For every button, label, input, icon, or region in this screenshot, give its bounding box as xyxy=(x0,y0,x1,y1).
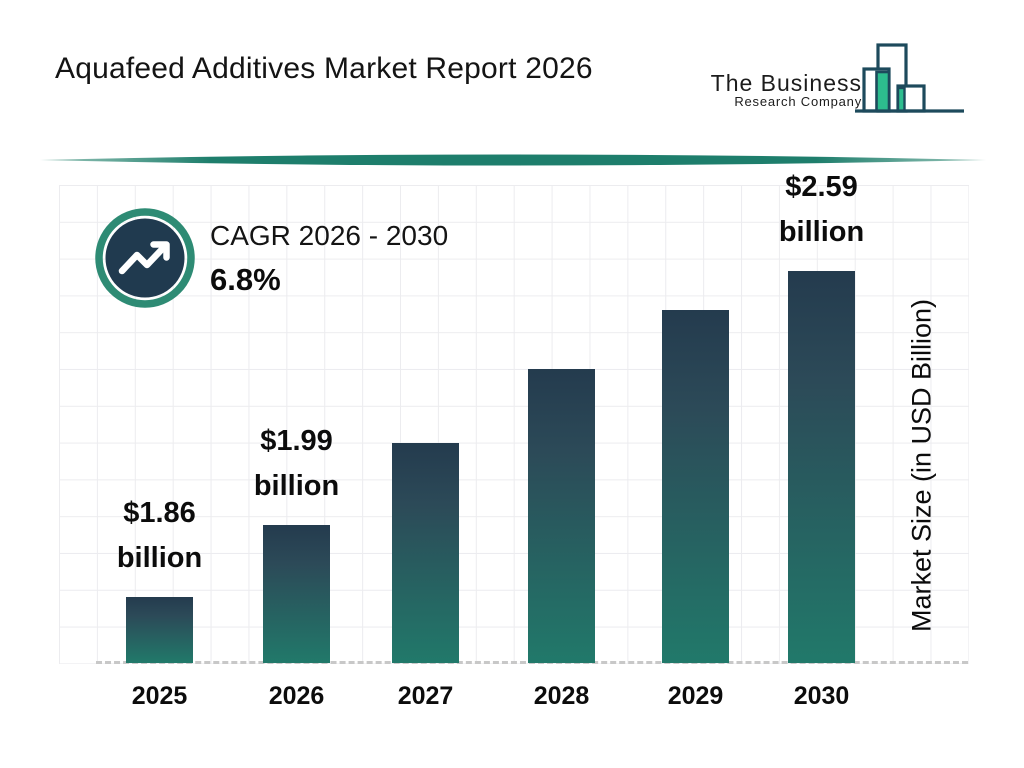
cagr-period-label: CAGR 2026 - 2030 xyxy=(210,220,449,251)
value-label-2030: $2.59 billion xyxy=(778,171,865,248)
trend-up-arrow-icon xyxy=(118,241,170,275)
x-axis-label-2025: 2025 xyxy=(131,682,188,710)
value-label-2025: $1.86 billion xyxy=(116,497,203,574)
value-label-2026: $1.99 billion xyxy=(253,425,340,502)
bar-2026 xyxy=(263,525,330,663)
company-logo-bars-icon xyxy=(855,43,964,113)
teal-divider xyxy=(40,154,986,166)
x-axis-label-2027: 2027 xyxy=(397,682,454,710)
bar-2030 xyxy=(788,271,855,663)
logo-text-the-business: The Business xyxy=(710,70,862,96)
x-axis-label-2028: 2028 xyxy=(533,682,590,710)
bar-2025 xyxy=(126,597,193,663)
logo-text-research-company: Research Company xyxy=(734,94,862,109)
page-title: Aquafeed Additives Market Report 2026 xyxy=(55,52,593,85)
y-axis-label: Market Size (in USD Billion) xyxy=(906,298,937,633)
cagr-value: 6.8% xyxy=(210,262,281,297)
x-axis-label-2026: 2026 xyxy=(268,682,325,710)
x-axis-label-2030: 2030 xyxy=(793,682,850,710)
bar-2028 xyxy=(528,369,595,663)
x-axis-label-2029: 2029 xyxy=(667,682,724,710)
bar-2027 xyxy=(392,443,459,663)
cagr-trend-badge xyxy=(95,208,195,308)
bar-2029 xyxy=(662,310,729,663)
